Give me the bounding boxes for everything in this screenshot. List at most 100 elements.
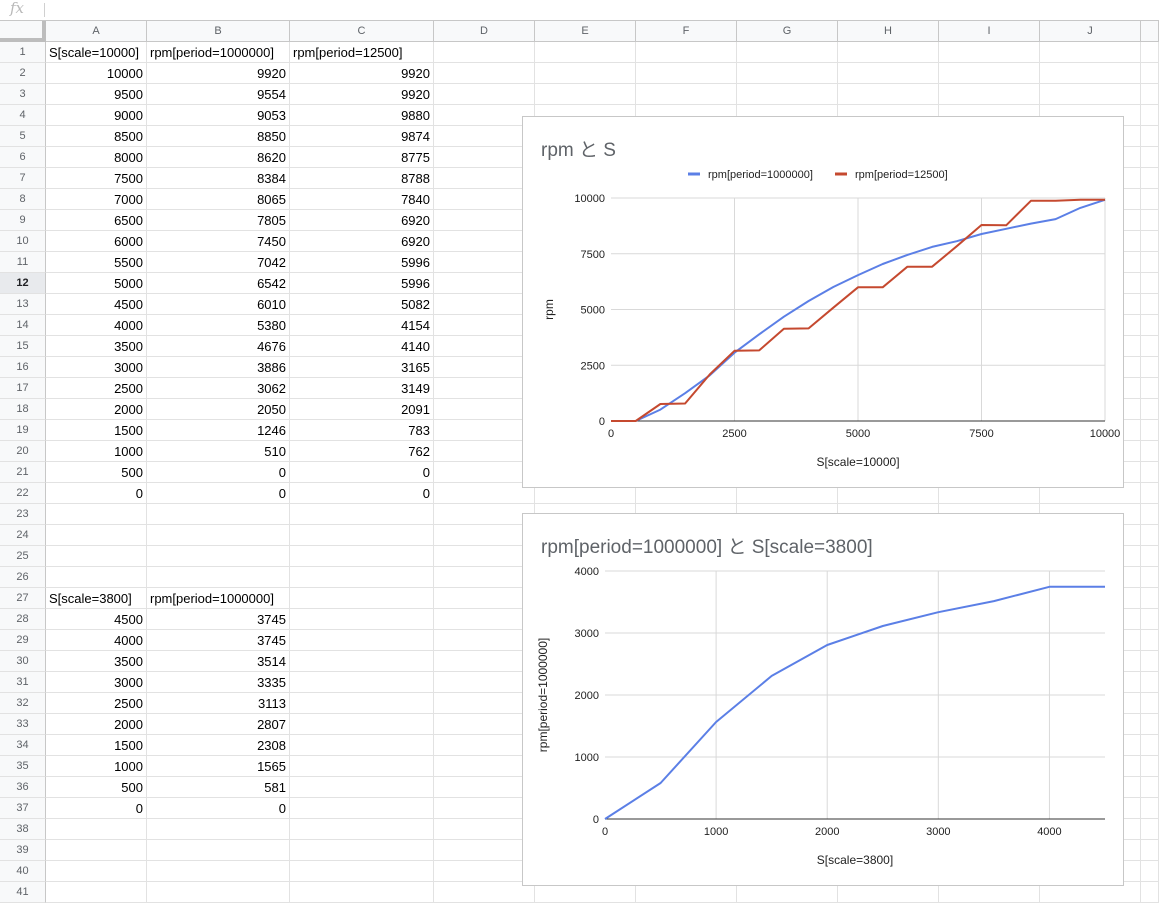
cell[interactable]: 9500 xyxy=(46,84,147,105)
cell[interactable]: rpm[period=1000000] xyxy=(147,588,290,609)
cell[interactable] xyxy=(1141,819,1159,840)
cell[interactable]: 9554 xyxy=(147,84,290,105)
cell[interactable] xyxy=(1141,231,1159,252)
formula-bar[interactable]: fx xyxy=(0,0,1159,21)
cell[interactable]: 0 xyxy=(46,483,147,504)
cell[interactable] xyxy=(434,651,535,672)
cell[interactable]: 8775 xyxy=(290,147,434,168)
cell[interactable] xyxy=(434,42,535,63)
cell[interactable] xyxy=(636,882,737,903)
cell[interactable] xyxy=(434,672,535,693)
cell[interactable]: 0 xyxy=(46,798,147,819)
cell[interactable] xyxy=(535,42,636,63)
cell[interactable] xyxy=(939,882,1040,903)
row-header[interactable]: 29 xyxy=(0,630,46,651)
cell[interactable] xyxy=(290,840,434,861)
cell[interactable]: 5500 xyxy=(46,252,147,273)
column-header-i[interactable]: I xyxy=(939,21,1040,42)
cell[interactable] xyxy=(1141,546,1159,567)
row-header[interactable]: 1 xyxy=(0,42,46,63)
cell[interactable]: 6010 xyxy=(147,294,290,315)
cell[interactable] xyxy=(1141,672,1159,693)
cell[interactable]: 1500 xyxy=(46,735,147,756)
cell[interactable] xyxy=(1141,651,1159,672)
cell[interactable]: 1000 xyxy=(46,756,147,777)
cell[interactable] xyxy=(1141,714,1159,735)
cell[interactable] xyxy=(434,210,535,231)
row-header[interactable]: 31 xyxy=(0,672,46,693)
cell[interactable] xyxy=(737,63,838,84)
cell[interactable] xyxy=(1141,42,1159,63)
cell[interactable]: 3745 xyxy=(147,609,290,630)
cell[interactable] xyxy=(434,882,535,903)
cell[interactable] xyxy=(434,105,535,126)
column-header-j[interactable]: J xyxy=(1040,21,1141,42)
cell[interactable]: 0 xyxy=(290,462,434,483)
cell[interactable]: 9920 xyxy=(290,63,434,84)
cell[interactable] xyxy=(1141,399,1159,420)
cell[interactable] xyxy=(290,546,434,567)
cell[interactable]: 3149 xyxy=(290,378,434,399)
row-header[interactable]: 28 xyxy=(0,609,46,630)
cell[interactable] xyxy=(939,63,1040,84)
cell[interactable] xyxy=(147,861,290,882)
cell[interactable] xyxy=(838,63,939,84)
column-header-c[interactable]: C xyxy=(290,21,434,42)
cell[interactable] xyxy=(434,777,535,798)
cell[interactable] xyxy=(290,525,434,546)
cell[interactable] xyxy=(1141,630,1159,651)
cell[interactable] xyxy=(1040,84,1141,105)
row-header[interactable]: 40 xyxy=(0,861,46,882)
cell[interactable]: 0 xyxy=(147,462,290,483)
cell[interactable] xyxy=(434,819,535,840)
cell[interactable] xyxy=(1141,189,1159,210)
cell[interactable] xyxy=(46,504,147,525)
cell[interactable]: 0 xyxy=(147,483,290,504)
cell[interactable]: 500 xyxy=(46,462,147,483)
cell[interactable] xyxy=(939,42,1040,63)
column-header-e[interactable]: E xyxy=(535,21,636,42)
cell[interactable] xyxy=(434,504,535,525)
cell[interactable] xyxy=(290,861,434,882)
cell[interactable]: 2500 xyxy=(46,378,147,399)
cell[interactable] xyxy=(535,63,636,84)
cell[interactable]: 8065 xyxy=(147,189,290,210)
cell[interactable]: rpm[period=12500] xyxy=(290,42,434,63)
column-header-b[interactable]: B xyxy=(147,21,290,42)
cell[interactable] xyxy=(434,588,535,609)
cell[interactable] xyxy=(434,630,535,651)
cell[interactable] xyxy=(1141,756,1159,777)
cell[interactable]: 8620 xyxy=(147,147,290,168)
column-header-f[interactable]: F xyxy=(636,21,737,42)
cell[interactable]: 7500 xyxy=(46,168,147,189)
row-header[interactable]: 13 xyxy=(0,294,46,315)
row-header[interactable]: 15 xyxy=(0,336,46,357)
cell[interactable] xyxy=(46,861,147,882)
cell[interactable]: 9053 xyxy=(147,105,290,126)
cell[interactable]: 4000 xyxy=(46,630,147,651)
cell[interactable] xyxy=(46,840,147,861)
cell[interactable] xyxy=(838,882,939,903)
cell[interactable] xyxy=(1040,483,1141,504)
row-header[interactable]: 4 xyxy=(0,105,46,126)
cell[interactable]: 5996 xyxy=(290,273,434,294)
row-header[interactable]: 3 xyxy=(0,84,46,105)
cell[interactable]: 2050 xyxy=(147,399,290,420)
cell[interactable]: 6500 xyxy=(46,210,147,231)
cell[interactable] xyxy=(1141,105,1159,126)
cell[interactable]: 3000 xyxy=(46,357,147,378)
cell[interactable] xyxy=(46,546,147,567)
column-header-a[interactable]: A xyxy=(46,21,147,42)
chart-rpm-vs-s[interactable]: rpm と S 0 2500 5000 7500 10000 0 2500 5000 7500 1… xyxy=(522,116,1124,488)
cell[interactable]: 3745 xyxy=(147,630,290,651)
cell[interactable] xyxy=(1141,84,1159,105)
cell[interactable]: 0 xyxy=(290,483,434,504)
select-all-corner[interactable] xyxy=(0,21,46,42)
cell[interactable]: 2807 xyxy=(147,714,290,735)
cell[interactable]: 7000 xyxy=(46,189,147,210)
cell[interactable]: S[scale=3800] xyxy=(46,588,147,609)
cell[interactable]: 3113 xyxy=(147,693,290,714)
cell[interactable] xyxy=(838,483,939,504)
cell[interactable] xyxy=(535,882,636,903)
cell[interactable] xyxy=(290,756,434,777)
